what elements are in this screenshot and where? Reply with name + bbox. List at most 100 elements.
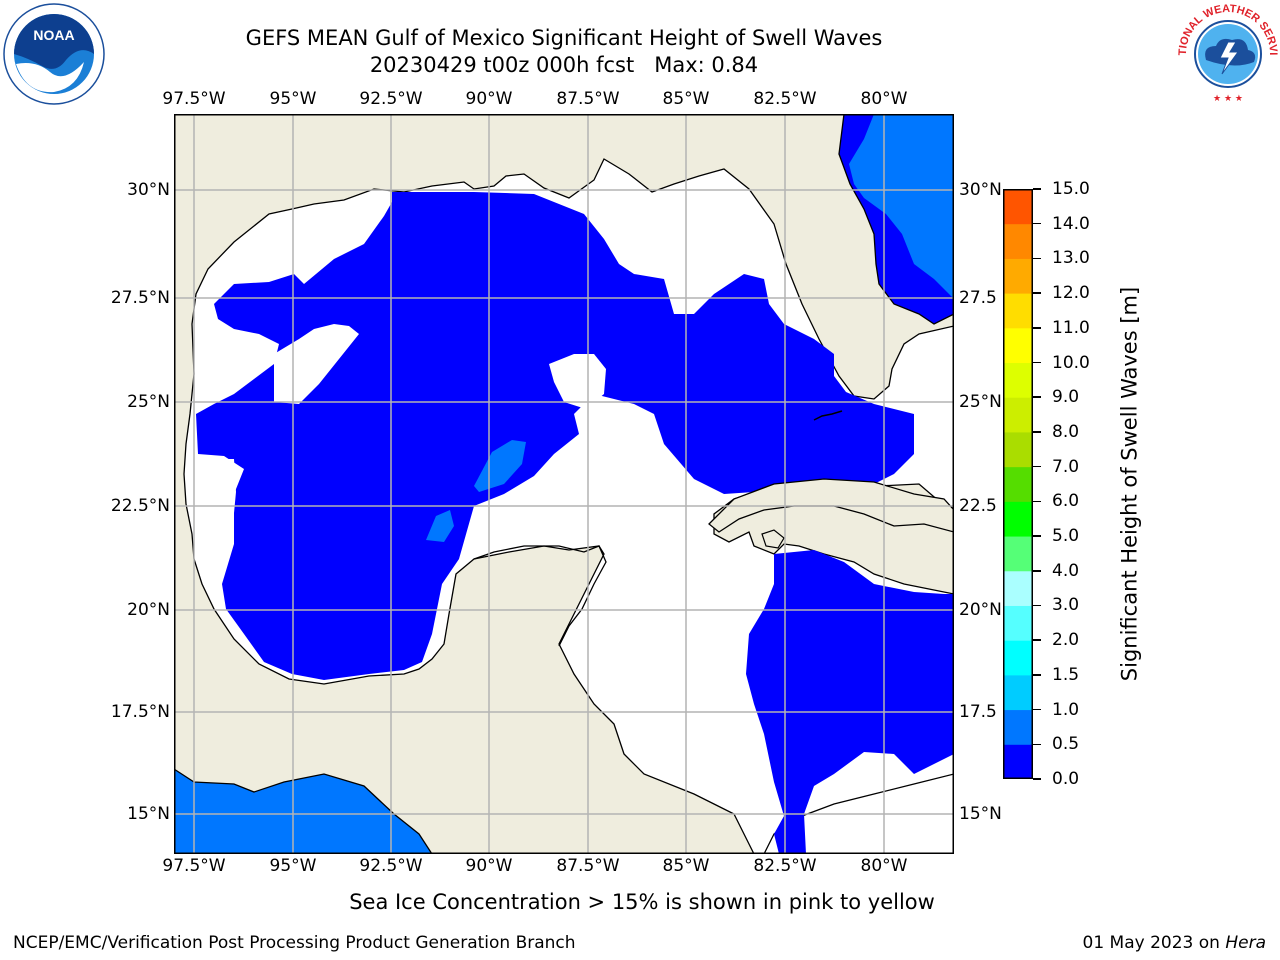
colorbar-tick-label: 0.0 <box>1052 769 1080 789</box>
colorbar-tick-label: 10.0 <box>1052 352 1090 373</box>
atlantic-swell-band <box>849 114 954 299</box>
colorbar-band <box>1003 501 1033 537</box>
isla-de-la-juventud <box>761 529 785 549</box>
colorbar-tick <box>1033 570 1041 572</box>
pacific-water <box>174 768 433 854</box>
colorbar-tick-label: 13.0 <box>1052 248 1090 269</box>
footer-host: Hera <box>1225 933 1266 953</box>
y-tick-left: 20°N <box>127 600 170 620</box>
colorbar-band <box>1003 466 1033 502</box>
x-tick-top: 85°W <box>662 89 710 109</box>
colorbar-tick <box>1033 257 1041 260</box>
y-tick-left: 27.5°N <box>110 288 170 308</box>
colorbar-band <box>1003 431 1033 468</box>
y-tick-right: 20°N <box>959 600 1002 620</box>
sea-ice-note: Sea Ice Concentration > 15% is shown in … <box>349 890 935 914</box>
x-tick-top: 90°W <box>465 89 513 109</box>
colorbar-tick <box>1033 431 1041 433</box>
colorbar-band <box>1003 223 1033 259</box>
colorbar-band <box>1003 570 1033 606</box>
y-tick-left: 22.5°N <box>110 496 170 516</box>
colorbar-tick <box>1033 396 1041 398</box>
colorbar-tick <box>1033 604 1041 607</box>
swell-region-0-05 <box>196 192 914 680</box>
colorbar-tick-label: 2.0 <box>1052 630 1080 651</box>
calm-area-center <box>549 354 606 409</box>
x-tick-top: 97.5°W <box>162 89 226 109</box>
footer-date: 01 May 2023 on Hera <box>1083 933 1267 953</box>
colorbar-tick-label: 14.0 <box>1052 213 1090 234</box>
y-tick-right: 15°N <box>959 804 1002 824</box>
y-tick-right: 17.5 <box>959 702 997 722</box>
colorbar-tick-label: 6.0 <box>1052 491 1080 512</box>
swell-patch-05-10-a <box>474 440 526 492</box>
calm-area-west <box>274 324 359 404</box>
colorbar-tick <box>1033 500 1041 503</box>
y-tick-left: 15°N <box>127 804 170 824</box>
colorbar-tick <box>1033 188 1041 190</box>
colorbar-band <box>1003 744 1033 779</box>
colorbar-tick-label: 8.0 <box>1052 421 1080 442</box>
colorbar-tick-label: 1.5 <box>1052 664 1080 685</box>
colorbar-tick <box>1033 222 1041 225</box>
footer-credit: NCEP/EMC/Verification Post Processing Pr… <box>13 933 576 953</box>
y-tick-left: 30°N <box>127 180 170 200</box>
colorbar-tick <box>1033 465 1041 468</box>
gulf-of-mexico-map <box>174 114 954 854</box>
colorbar-tick-label: 3.0 <box>1052 595 1080 616</box>
colorbar-band <box>1003 640 1033 676</box>
colorbar-tick-label: 1.0 <box>1052 699 1080 720</box>
colorbar-tick-label: 0.5 <box>1052 734 1080 755</box>
x-tick-top: 80°W <box>860 89 908 109</box>
florida-keys <box>813 410 843 421</box>
colorbar-band <box>1003 709 1033 745</box>
colorbar-band <box>1003 258 1033 294</box>
colorbar-band <box>1003 189 1033 225</box>
colorbar-tick-label: 12.0 <box>1052 283 1090 304</box>
y-tick-left: 25°N <box>127 392 170 412</box>
colorbar-tick <box>1033 361 1041 364</box>
x-tick-bottom: 87.5°W <box>556 856 620 876</box>
x-tick-bottom: 92.5°W <box>359 856 423 876</box>
colorbar-band <box>1003 536 1033 572</box>
x-tick-top: 82.5°W <box>753 89 817 109</box>
colorbar-tick <box>1033 778 1041 780</box>
colorbar-tick-label: 4.0 <box>1052 560 1080 581</box>
colorbar-band <box>1003 362 1033 398</box>
colorbar-band <box>1003 397 1033 433</box>
x-tick-bottom: 97.5°W <box>162 856 226 876</box>
colorbar-tick <box>1033 292 1041 294</box>
x-tick-top: 92.5°W <box>359 89 423 109</box>
y-tick-right: 22.5 <box>959 496 997 516</box>
y-tick-right: 30°N <box>959 180 1002 200</box>
y-tick-right: 25°N <box>959 392 1002 412</box>
x-tick-bottom: 82.5°W <box>753 856 817 876</box>
noaa-logo-text: NOAA <box>33 27 74 43</box>
x-tick-bottom: 80°W <box>860 856 908 876</box>
colorbar-tick-label: 5.0 <box>1052 526 1080 547</box>
calm-area-caribbean <box>834 814 894 850</box>
x-tick-bottom: 90°W <box>465 856 513 876</box>
y-tick-left: 17.5°N <box>110 702 170 722</box>
colorbar-band <box>1003 605 1033 641</box>
colorbar <box>1003 189 1033 779</box>
graticule <box>174 114 954 854</box>
svg-text:★ ★ ★: ★ ★ ★ <box>1213 94 1243 104</box>
yucatan-coast <box>473 545 607 647</box>
noaa-logo-icon: NOAA <box>3 3 105 105</box>
colorbar-tick <box>1033 743 1041 746</box>
colorbar-tick <box>1033 674 1041 676</box>
swell-patch-05-10-b <box>426 510 454 542</box>
x-tick-bottom: 85°W <box>662 856 710 876</box>
colorbar-title: Significant Height of Swell Waves [m] <box>1117 286 1142 682</box>
swell-region-caribbean <box>746 550 954 854</box>
y-tick-right: 27.5 <box>959 288 997 308</box>
chart-title: GEFS MEAN Gulf of Mexico Significant Hei… <box>245 26 883 50</box>
colorbar-tick-label: 15.0 <box>1052 179 1090 199</box>
nws-logo-icon: NATIONAL WEATHER SERVICE ★ ★ ★ <box>1176 2 1279 104</box>
colorbar-tick-label: 9.0 <box>1052 387 1080 408</box>
x-tick-bottom: 95°W <box>269 856 317 876</box>
colorbar-band <box>1003 293 1033 329</box>
colorbar-band <box>1003 327 1033 364</box>
colorbar-tick-label: 11.0 <box>1052 317 1090 338</box>
